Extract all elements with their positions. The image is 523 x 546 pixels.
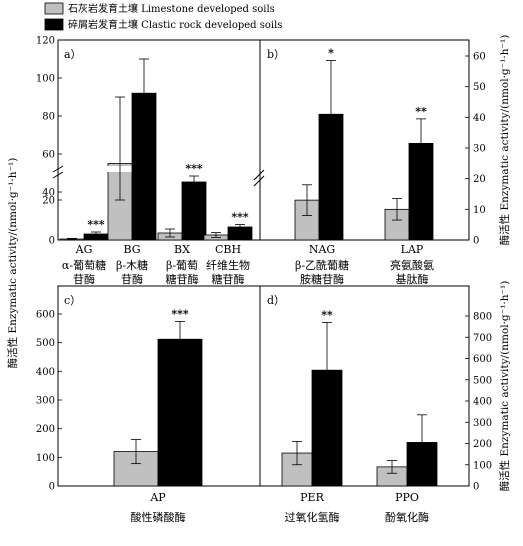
- a-sig-AG: ***: [87, 218, 105, 231]
- legend-swatch-clastic: [44, 18, 64, 31]
- c-xname-AP-0: 酸性磷酸酶: [131, 510, 186, 524]
- a-xname-BG-1: 苷酶: [121, 272, 143, 286]
- legend-label-limestone: 石灰岩发育土壤 Limestone developed soils: [68, 2, 275, 15]
- b-xname-LAP-0: 亮氨酸氨: [390, 258, 434, 272]
- b-ytick-30: 30: [473, 144, 486, 155]
- ab-axis-break-2: [253, 175, 265, 187]
- b-sig-LAP: **: [415, 105, 427, 118]
- d-ytick-400: 400: [473, 397, 492, 408]
- a-xname-BX-1: 糖苷酶: [166, 272, 199, 286]
- d-ytick-700: 700: [473, 333, 492, 344]
- d-bar-clastic-PER: [311, 369, 343, 487]
- c-ytick-600: 600: [36, 310, 55, 321]
- d-bar-clastic-PPO: [406, 442, 438, 487]
- a-ytick-120: 120: [36, 36, 55, 47]
- b-ytick-40: 40: [473, 113, 486, 124]
- a-ytick-80: 80: [42, 112, 55, 123]
- c-ytick-100: 100: [36, 453, 55, 464]
- ab-axis-break-1: [253, 169, 265, 181]
- panel-label-c: c）: [64, 294, 81, 307]
- c-sig-AP: ***: [171, 307, 189, 320]
- b-ytick-10: 10: [473, 205, 486, 216]
- a-sig-CBH: ***: [231, 211, 249, 224]
- a-xname-BG-0: β-木糖: [116, 258, 148, 272]
- right-axis-title-bottom: 酶活性 Enzymatic activity/(nmol·g⁻¹·h⁻¹): [498, 281, 511, 492]
- b-ytick-0: 0: [473, 236, 479, 247]
- d-xtick-PER: PER: [300, 491, 324, 504]
- d-ytick-0: 0: [473, 482, 479, 493]
- a-xtick-AG: AG: [75, 243, 93, 256]
- legend-label-clastic: 碎屑岩发育土壤 Clastic rock developed soils: [68, 18, 282, 31]
- c-ytick-400: 400: [36, 367, 55, 378]
- a-bar-clastic-BG: [131, 92, 157, 241]
- a-bar-clastic-BX: [181, 181, 207, 241]
- left-axis-title: 酶活性 Enzymatic activity/(nmol·g⁻¹·h⁻¹): [6, 158, 19, 369]
- legend-swatch-limestone: [44, 2, 64, 15]
- legend: 石灰岩发育土壤 Limestone developed soils 碎屑岩发育土…: [44, 2, 282, 31]
- b-xname-NAG-1: 胺糖苷酶: [300, 272, 344, 286]
- a-bar-clastic-AG: [83, 233, 109, 241]
- d-ytick-500: 500: [473, 375, 492, 386]
- c-ytick-300: 300: [36, 396, 55, 407]
- a-axis-break-2: [52, 171, 64, 179]
- a-bar-clastic-CBH: [227, 226, 253, 241]
- a-ytick-40: 40: [42, 188, 55, 199]
- a-xname-AG-0: α-葡萄糖: [62, 258, 106, 272]
- c-ytick-500: 500: [36, 338, 55, 349]
- a-xtick-BX: BX: [174, 243, 190, 256]
- c-xtick-AP: AP: [149, 491, 166, 504]
- b-ytick-20: 20: [473, 174, 486, 185]
- d-xtick-PPO: PPO: [395, 491, 419, 504]
- d-ytick-800: 800: [473, 312, 492, 323]
- d-ytick-100: 100: [473, 460, 492, 471]
- a-xtick-CBH: CBH: [215, 243, 241, 256]
- d-ytick-300: 300: [473, 418, 492, 429]
- top-panel-frame: [57, 39, 470, 241]
- a-xname-CBH-0: 纤维生物: [206, 258, 250, 272]
- b-xtick-LAP: LAP: [401, 243, 424, 256]
- a-xname-AG-1: 苷酶: [73, 272, 95, 286]
- d-xname-PPO-0: 酚氧化酶: [385, 510, 429, 524]
- panel-label-b: b）: [267, 48, 285, 61]
- c-ytick-200: 200: [36, 424, 55, 435]
- b-bar-clastic-NAG: [318, 113, 344, 241]
- a-sig-BX: ***: [185, 162, 203, 175]
- a-xname-CBH-1: 糖苷酶: [212, 272, 245, 286]
- d-ytick-200: 200: [473, 439, 492, 450]
- b-ytick-60: 60: [473, 52, 486, 63]
- b-ytick-50: 50: [473, 82, 486, 93]
- chart-marks: 020406080100120***AGα-葡萄糖苷酶BGβ-木糖苷酶***BX…: [36, 36, 492, 525]
- a-xtick-BG: BG: [123, 243, 140, 256]
- a-axis-break-1: [52, 165, 64, 173]
- d-ytick-600: 600: [473, 354, 492, 365]
- a-ytick-20: 20: [42, 196, 55, 207]
- panel-label-a: a）: [64, 48, 82, 61]
- b-xname-LAP-1: 基肽酶: [396, 272, 429, 286]
- d-xname-PER-0: 过氧化氢酶: [285, 510, 340, 524]
- c-bar-clastic-AP: [157, 338, 203, 487]
- d-sig-PER: **: [321, 308, 333, 321]
- a-ytick-60: 60: [42, 150, 55, 161]
- a-ytick-0: 0: [49, 236, 55, 247]
- b-xtick-NAG: NAG: [309, 243, 335, 256]
- bottom-panel-frame: [57, 285, 470, 487]
- panel-label-d: d）: [267, 294, 285, 307]
- b-sig-NAG: *: [328, 47, 334, 60]
- a-ytick-100: 100: [36, 74, 55, 85]
- b-bar-clastic-LAP: [408, 142, 434, 241]
- a-xname-BX-0: β-葡萄: [166, 259, 198, 272]
- b-xname-NAG-0: β-乙酰葡糖: [295, 258, 349, 272]
- right-axis-title-top: 酶活性 Enzymatic activity/(nmol·g⁻¹·h⁻¹): [498, 35, 511, 246]
- c-ytick-0: 0: [49, 482, 55, 493]
